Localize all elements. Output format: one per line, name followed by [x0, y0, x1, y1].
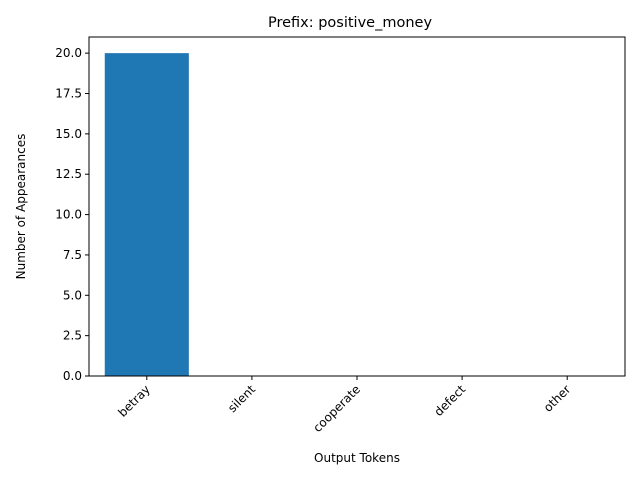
x-tick-label-silent: silent: [225, 382, 258, 415]
y-tick-label: 17.5: [55, 87, 82, 101]
y-tick-label: 0.0: [63, 369, 82, 383]
y-tick-label: 10.0: [55, 208, 82, 222]
x-axis: betray silent cooperate defect other: [115, 376, 573, 435]
x-tick-label-betray: betray: [115, 382, 153, 420]
y-tick-label: 12.5: [55, 167, 82, 181]
y-tick-label: 15.0: [55, 127, 82, 141]
x-tick-label-defect: defect: [432, 382, 469, 419]
y-tick-label: 20.0: [55, 46, 82, 60]
chart-title: Prefix: positive_money: [268, 15, 432, 31]
x-axis-label: Output Tokens: [314, 451, 400, 465]
x-tick-label-other: other: [541, 382, 574, 415]
x-tick-label-cooperate: cooperate: [310, 382, 363, 435]
y-tick-label: 7.5: [63, 248, 82, 262]
bar-betray: [104, 53, 189, 377]
y-tick-label: 5.0: [63, 288, 82, 302]
y-axis-label: Number of Appearances: [14, 134, 28, 280]
plot-frame: [88, 36, 626, 377]
bars-group: [104, 53, 189, 377]
y-axis: 0.0 2.5 5.0 7.5 10.0 12.5 15.0 17.5 20.0: [55, 46, 89, 383]
y-tick-label: 2.5: [63, 329, 82, 343]
